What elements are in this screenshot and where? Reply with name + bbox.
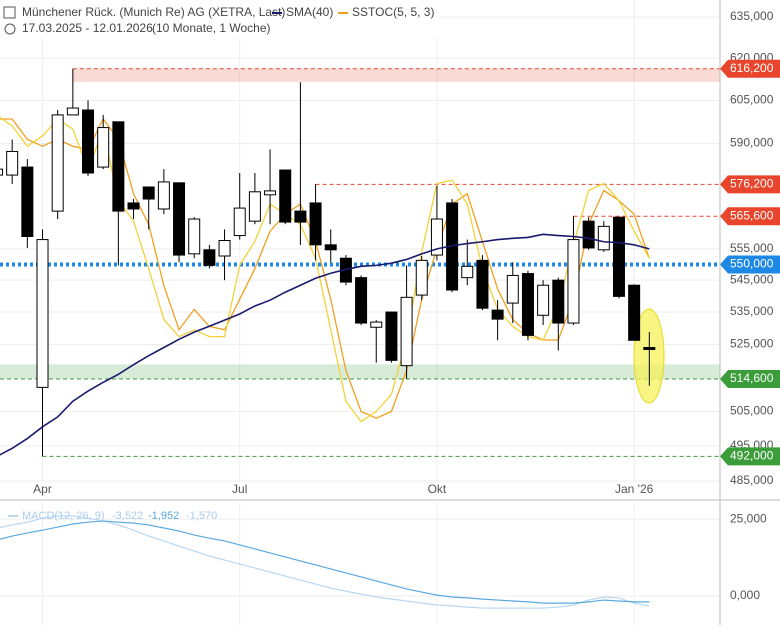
candle-body	[567, 239, 580, 324]
candle-body	[203, 249, 216, 266]
candle-body	[628, 284, 641, 341]
level-label-bg	[720, 255, 780, 274]
y-tick-label: 505,000	[730, 404, 774, 418]
legend-label: SSTOC(5, 5, 3)	[352, 5, 434, 19]
duration: (10 Monate, 1 Woche)	[152, 21, 271, 35]
level-label: 492,000	[730, 448, 774, 462]
level-zone	[72, 68, 721, 82]
macd-value: -1,570	[186, 510, 217, 522]
candle-body	[188, 218, 201, 255]
candle-body	[0, 168, 3, 176]
chart-icon	[3, 6, 16, 19]
candle-body	[294, 210, 307, 223]
level-label: 550,000	[730, 257, 774, 271]
candle-body	[233, 207, 246, 237]
candle-body	[97, 127, 110, 168]
y-tick-label: 555,000	[730, 241, 774, 255]
level-label-bg	[720, 369, 780, 388]
candle-body	[36, 239, 49, 388]
y-tick-label: 525,000	[730, 337, 774, 351]
candle-body	[552, 279, 565, 324]
candle-body	[476, 259, 489, 309]
candle-body	[66, 107, 79, 116]
candle-body	[157, 181, 170, 210]
sma-line	[0, 233, 650, 456]
macd-label: MACD(12, 26, 9)	[22, 510, 105, 522]
candle-body	[173, 182, 186, 256]
candle-body	[370, 321, 383, 328]
x-tick-label: Okt	[428, 482, 447, 496]
candle-body	[430, 218, 443, 256]
candle-body	[127, 202, 140, 210]
candle-body	[521, 273, 534, 336]
y-tick-label: 535,000	[730, 304, 774, 318]
candle-body	[51, 114, 64, 212]
candle-body	[21, 166, 34, 237]
candle-body	[582, 220, 595, 249]
level-label: 514,600	[730, 371, 774, 385]
candle-body	[142, 186, 155, 200]
candle-body	[612, 216, 625, 297]
legend-label: SMA(40)	[286, 5, 333, 19]
x-tick-label: Apr	[33, 482, 52, 496]
candle-body	[491, 309, 504, 320]
macd-value: -1,952	[148, 510, 179, 522]
candle-body	[461, 265, 474, 279]
level-label: 565,600	[730, 208, 774, 222]
level-label-bg	[720, 447, 780, 466]
macd-value: -3,522	[112, 510, 143, 522]
candle-body	[264, 190, 277, 196]
level-label-bg	[720, 175, 780, 194]
candle-body	[218, 240, 231, 257]
candle-body	[643, 346, 656, 350]
candle-body	[112, 121, 125, 212]
candle-body	[6, 150, 19, 176]
y-tick-label: 0,000	[730, 588, 760, 602]
candle-body	[415, 259, 428, 296]
candle-body	[279, 169, 292, 223]
level-zone	[0, 364, 720, 379]
level-label-bg	[720, 207, 780, 226]
x-tick-label: Jul	[232, 482, 247, 496]
level-label-bg	[720, 59, 780, 78]
candle-body	[309, 202, 322, 246]
candle-body	[355, 277, 368, 324]
candle-body	[324, 244, 337, 251]
candle-body	[385, 311, 398, 361]
level-label: 616,200	[730, 61, 774, 75]
y-tick-label: 605,000	[730, 93, 774, 107]
y-tick-label: 25,000	[730, 511, 767, 525]
candle-body	[506, 274, 519, 304]
header-bg	[0, 0, 440, 38]
chart-title: Münchener Rück. (Munich Re) AG (XETRA, L…	[22, 5, 285, 19]
candle-body	[400, 296, 413, 367]
y-tick-label: 545,000	[730, 272, 774, 286]
y-tick-label: 485,000	[730, 473, 774, 487]
candle-body	[248, 191, 261, 222]
clock-icon	[4, 23, 16, 35]
y-tick-label: 590,000	[730, 136, 774, 150]
candle-body	[537, 284, 550, 316]
period: 17.03.2025 - 12.01.2026	[22, 21, 153, 35]
y-tick-label: 635,000	[730, 9, 774, 23]
candle-body	[82, 109, 95, 174]
macd-line	[0, 520, 650, 604]
level-label: 576,200	[730, 176, 774, 190]
candle-body	[597, 225, 610, 251]
x-tick-label: Jan '26	[615, 482, 654, 496]
